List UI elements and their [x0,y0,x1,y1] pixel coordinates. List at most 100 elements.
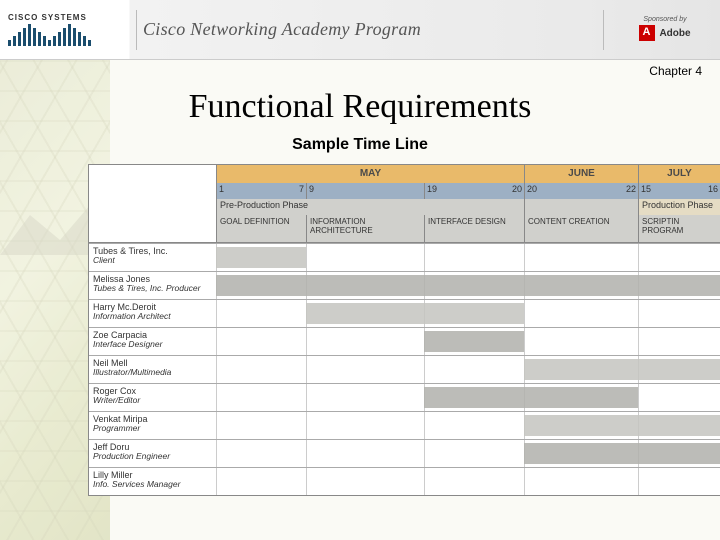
grid-col [306,412,424,439]
grid-col [638,384,720,411]
cisco-bars-icon [8,24,122,46]
date-cell: 1516 [638,183,720,199]
grid-col [306,440,424,467]
spacer [89,199,216,215]
gantt-track [216,468,720,495]
table-row: Tubes & Tires, Inc.Client [89,243,720,271]
person-cell: Tubes & Tires, Inc.Client [89,244,216,271]
gantt-track [216,328,720,355]
program-title: Cisco Networking Academy Program [143,19,597,40]
gantt-bar [216,275,720,296]
person-cell: Zoe CarpaciaInterface Designer [89,328,216,355]
grid-col [638,328,720,355]
table-row: Jeff DoruProduction Engineer [89,439,720,467]
dates-row: 179192020221516 [89,183,720,199]
person-role: Interface Designer [93,340,212,350]
person-cell: Harry Mc.DeroitInformation Architect [89,300,216,327]
grid-col [524,468,638,495]
grid-col [306,356,424,383]
date-cell: 17 [216,183,306,199]
table-row: Neil MellIllustrator/Multimedia [89,355,720,383]
grid-col [424,468,524,495]
gantt-track [216,440,720,467]
table-row: Roger CoxWriter/Editor [89,383,720,411]
adobe-text: Adobe [659,28,690,39]
grid-col [306,244,424,271]
person-role: Production Engineer [93,452,212,462]
date-cell: 1920 [424,183,524,199]
person-role: Information Architect [93,312,212,322]
person-role: Info. Services Manager [93,480,212,490]
page-title: Functional Requirements [0,88,720,126]
gantt-bar [524,443,720,464]
grid-col [306,468,424,495]
gantt-track [216,384,720,411]
person-cell: Roger CoxWriter/Editor [89,384,216,411]
grid-col [216,384,306,411]
person-role: Client [93,256,212,266]
sponsored-by-label: Sponsored by [610,16,720,23]
grid-col [424,412,524,439]
adobe-a-icon [639,25,655,41]
person-role: Illustrator/Multimedia [93,368,212,378]
subphase-cell: INFORMATION ARCHITECTURE [306,215,424,242]
grid-col [216,300,306,327]
page-subtitle: Sample Time Line [0,136,720,154]
grid-col [524,244,638,271]
gantt-bar [306,303,524,324]
gantt-bar [216,247,306,268]
date-cell: 2022 [524,183,638,199]
person-cell: Venkat MiripaProgrammer [89,412,216,439]
subphase-cell: CONTENT CREATION [524,215,638,242]
person-role: Programmer [93,424,212,434]
spacer [89,215,216,242]
header-bar: CISCO SYSTEMS Cisco Networking Academy P… [0,0,720,60]
phase-cell [524,199,638,215]
gantt-track [216,412,720,439]
person-cell: Neil MellIllustrator/Multimedia [89,356,216,383]
grid-col [524,328,638,355]
grid-col [216,356,306,383]
month-cell: JUNE [524,165,638,183]
month-cell: JULY [638,165,720,183]
gantt-track [216,300,720,327]
grid-col [216,328,306,355]
person-role: Writer/Editor [93,396,212,406]
person-cell: Jeff DoruProduction Engineer [89,440,216,467]
sponsor-block: Sponsored by Adobe [610,16,720,43]
months-row: MAYJUNEJULY [89,165,720,183]
grid-col [306,328,424,355]
table-row: Zoe CarpaciaInterface Designer [89,327,720,355]
date-cell: 9 [306,183,424,199]
subphase-cell: GOAL DEFINITION [216,215,306,242]
gantt-track [216,356,720,383]
grid-col [216,440,306,467]
table-row: Harry Mc.DeroitInformation Architect [89,299,720,327]
grid-col [424,440,524,467]
gantt-bar [424,331,524,352]
chapter-label: Chapter 4 [0,60,720,78]
person-cell: Melissa JonesTubes & Tires, Inc. Produce… [89,272,216,299]
grid-col [638,244,720,271]
gantt-bar [524,359,720,380]
table-row: Venkat MiripaProgrammer [89,411,720,439]
grid-col [216,412,306,439]
divider [136,10,137,50]
phases-row: Pre-Production Phase Production Phase [89,199,720,215]
gantt-bar [424,387,638,408]
grid-col [424,244,524,271]
phase-cell: Production Phase [638,199,720,215]
table-row: Melissa JonesTubes & Tires, Inc. Produce… [89,271,720,299]
cisco-systems-text: CISCO SYSTEMS [8,13,122,22]
spacer [89,183,216,199]
grid-col [216,468,306,495]
adobe-logo: Adobe [639,25,690,41]
subphase-cell: INTERFACE DESIGN [424,215,524,242]
divider [603,10,604,50]
person-role: Tubes & Tires, Inc. Producer [93,284,212,294]
timeline-table: MAYJUNEJULY 179192020221516 Pre-Producti… [88,164,720,496]
gantt-bar [524,415,720,436]
person-cell: Lilly MillerInfo. Services Manager [89,468,216,495]
phase-cell: Pre-Production Phase [216,199,524,215]
subphases-row: GOAL DEFINITIONINFORMATION ARCHITECTUREI… [89,215,720,243]
